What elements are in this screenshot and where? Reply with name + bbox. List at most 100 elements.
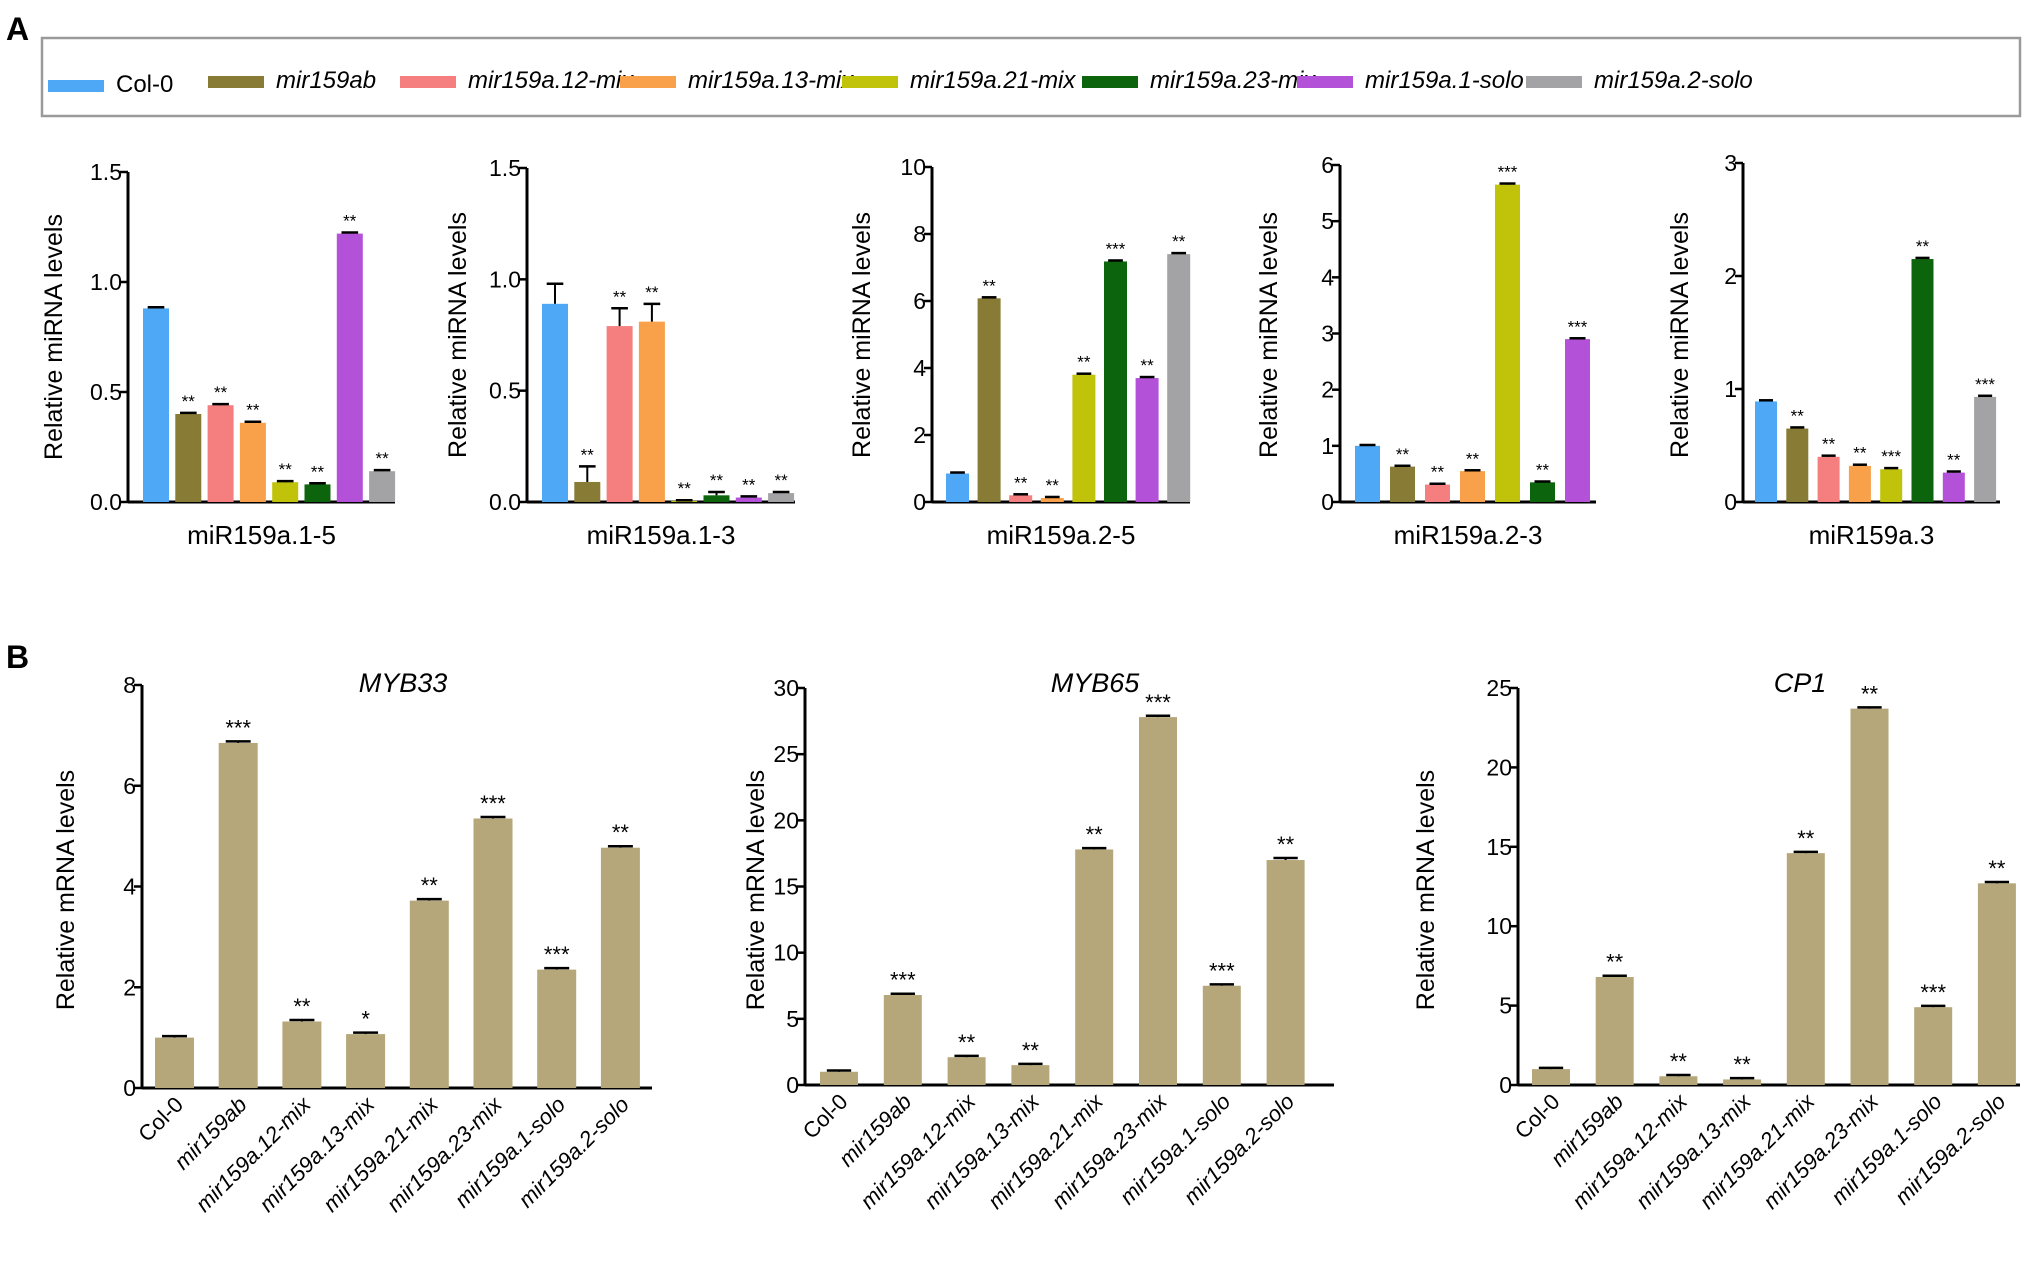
y-tick-label: 6: [1321, 152, 1334, 178]
significance-marker-7: **: [1140, 356, 1154, 375]
bar-5: [1880, 469, 1903, 502]
y-tick-label: 0.5: [90, 379, 122, 405]
significance-marker-3: **: [293, 994, 311, 1019]
bar-6: [1530, 482, 1555, 502]
significance-marker-3: **: [1431, 463, 1445, 482]
bar-7: [1202, 985, 1241, 1085]
y-tick-label: 8: [123, 672, 136, 698]
bar-5: [272, 482, 299, 502]
y-tick-label: 0.0: [90, 489, 122, 515]
y-tick-label: 6: [913, 288, 926, 314]
significance-marker-3: **: [1014, 473, 1028, 492]
significance-marker-3: **: [1670, 1049, 1688, 1074]
significance-marker-8: **: [1988, 856, 2006, 881]
significance-marker-6: **: [1916, 237, 1930, 256]
bar-4: [346, 1034, 386, 1088]
chart-4: 0 1 2 3 4 5 6 Relative miRNA levels miR159a.2-3 *…: [1255, 152, 1596, 550]
bar-6: [1850, 708, 1889, 1085]
x-tick-label-3: mir159a.12-mix: [855, 1088, 981, 1214]
chart-title: CP1: [1774, 668, 1827, 698]
y-axis-label: Relative miRNA levels: [40, 214, 68, 460]
y-axis-label: Relative miRNA levels: [444, 212, 472, 458]
bar-1: [542, 303, 568, 502]
charts: 0.0 0.5 1.0 1.5 Relative miRNA levels miR159a…: [40, 150, 2020, 1217]
y-tick-label: 4: [123, 874, 136, 900]
chart-3: 0 2 4 6 8 10 Relative miRNA levels miR159a.2-5 *…: [848, 154, 1191, 550]
legend-swatch-8: [1526, 76, 1582, 88]
legend-label-1: Col-0: [116, 71, 173, 98]
bar-8: [1167, 254, 1191, 502]
y-axis-label: Relative miRNA levels: [848, 212, 876, 458]
bar-3: [1817, 456, 1840, 502]
bar-4: [239, 422, 266, 502]
legend-swatch-1: [48, 80, 104, 92]
legend-label-8: mir159a.2-solo: [1594, 67, 1753, 94]
x-tick-label-7: mir159a.1-solo: [1115, 1089, 1236, 1210]
bar-6: [473, 818, 513, 1088]
significance-marker-7: **: [343, 212, 357, 231]
significance-marker-8: ***: [1975, 375, 1995, 394]
bar-1: [1355, 445, 1380, 502]
bar-8: [768, 493, 795, 502]
significance-marker-4: **: [1022, 1038, 1040, 1063]
bar-8: [1266, 860, 1305, 1085]
x-tick-label-4: mir159a.13-mix: [1631, 1088, 1757, 1214]
y-tick-label: 1: [1321, 433, 1334, 459]
significance-marker-8: **: [375, 449, 389, 468]
bar-2: [218, 742, 258, 1088]
bar-5: [1786, 853, 1825, 1085]
bar-4: [638, 321, 665, 502]
x-axis-label: miR159a.3: [1809, 520, 1935, 550]
bar-3: [606, 326, 633, 502]
bar-5: [1072, 374, 1096, 502]
significance-marker-6: ***: [480, 791, 506, 816]
y-tick-label: 10: [1486, 913, 1512, 939]
bar-4: [1723, 1079, 1762, 1085]
legend-label-6: mir159a.23-mix: [1150, 67, 1316, 94]
bar-4: [1460, 471, 1485, 502]
significance-marker-2: **: [1396, 445, 1410, 464]
x-axis-label: miR159a.2-5: [987, 520, 1136, 550]
significance-marker-7: **: [1947, 450, 1961, 469]
significance-marker-2: ***: [890, 968, 916, 993]
y-tick-label: 4: [1321, 264, 1334, 290]
significance-marker-2: **: [581, 445, 595, 464]
x-tick-label-6: mir159a.23-mix: [1758, 1088, 1884, 1214]
significance-marker-5: **: [279, 460, 293, 479]
y-tick-label: 5: [786, 1006, 799, 1032]
y-tick-label: 0: [1724, 489, 1737, 515]
legend: Col-0 mir159ab mir159a.12-mix mir159a.13-mi…: [40, 36, 2022, 118]
x-tick-label-4: mir159a.13-mix: [919, 1088, 1045, 1214]
y-tick-label: 0: [1321, 489, 1334, 515]
significance-marker-4: **: [1853, 444, 1867, 463]
bar-7: [1135, 378, 1159, 502]
bar-6: [1104, 261, 1127, 502]
x-tick-label-3: mir159a.12-mix: [1567, 1088, 1693, 1214]
y-tick-label: 1: [1724, 376, 1737, 402]
significance-marker-6: ***: [1145, 690, 1171, 715]
bar-8: [600, 847, 640, 1088]
y-tick-label: 20: [1486, 754, 1512, 780]
chart-title: MYB65: [1051, 668, 1141, 698]
bar-8: [1977, 883, 2016, 1085]
y-tick-label: 0: [786, 1072, 799, 1098]
y-tick-label: 3: [1724, 150, 1737, 176]
significance-marker-2: **: [982, 276, 996, 295]
y-axis-label: Relative mRNA levels: [1412, 770, 1440, 1010]
significance-marker-7: ***: [1209, 958, 1235, 983]
x-tick-label-8: mir159a.2-solo: [1179, 1089, 1300, 1210]
bar-2: [175, 414, 202, 502]
bar-8: [1974, 396, 1997, 502]
significance-marker-5: **: [1797, 826, 1815, 851]
significance-marker-8: **: [774, 471, 788, 490]
bar-3: [207, 405, 234, 502]
bar-6: [703, 495, 730, 502]
x-tick-label-8: mir159a.2-solo: [1890, 1089, 2011, 1210]
y-tick-label: 2: [1321, 377, 1334, 403]
y-axis-label: Relative miRNA levels: [1255, 212, 1283, 458]
y-tick-label: 3: [1321, 321, 1334, 347]
significance-marker-3: **: [1822, 435, 1836, 454]
